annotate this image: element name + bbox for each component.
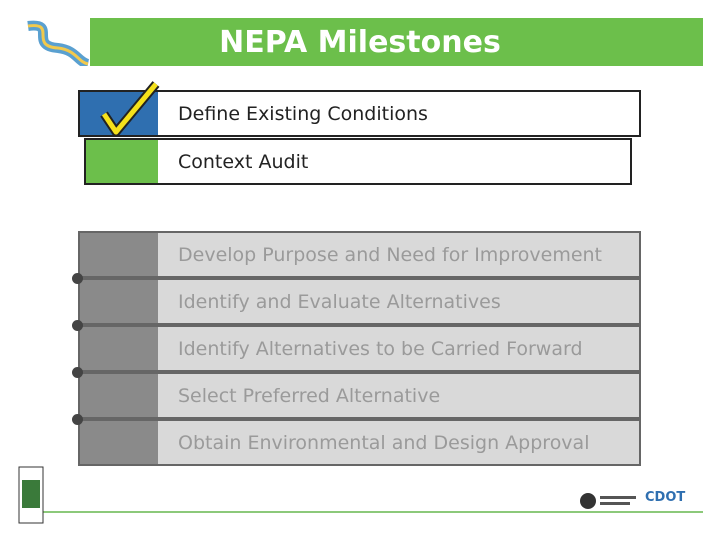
milestone-label: Select Preferred Alternative: [178, 384, 441, 407]
milestone-row: Develop Purpose and Need for Improvement: [78, 231, 641, 278]
status-cell: [80, 421, 158, 464]
milestone-label: Context Audit: [178, 150, 309, 173]
status-cell: [80, 374, 158, 417]
milestone-label: Develop Purpose and Need for Improvement: [178, 243, 603, 266]
milestone-row: Identify Alternatives to be Carried Forw…: [78, 325, 641, 372]
timeline-dot: [72, 320, 83, 331]
header-bar: [18, 18, 703, 66]
title: NEPA Milestones: [219, 25, 501, 60]
milestone-label: Obtain Environmental and Design Approval: [178, 431, 590, 454]
footer-logo-text: CDOT: [645, 490, 686, 505]
milestone-label: Define Existing Conditions: [178, 102, 428, 125]
milestone-row: Select Preferred Alternative: [78, 372, 641, 419]
status-cell: [80, 233, 158, 276]
status-cell: [86, 140, 158, 183]
timeline-dot: [72, 367, 83, 378]
timeline-dot: [72, 273, 83, 284]
status-cell: [80, 327, 158, 370]
status-cell: [80, 280, 158, 323]
milestone-label: Identify Alternatives to be Carried Forw…: [178, 337, 583, 360]
milestone-row: Obtain Environmental and Design Approval: [78, 419, 641, 466]
footer-logo-idot: [580, 493, 636, 509]
footer-logo-left: [18, 466, 44, 524]
milestone-label: Identify and Evaluate Alternatives: [178, 290, 501, 313]
milestone-row: Context Audit: [84, 138, 632, 185]
milestone-row: Identify and Evaluate Alternatives: [78, 278, 641, 325]
footer-line: [40, 511, 703, 513]
checkmark: [100, 81, 160, 137]
timeline-dot: [72, 414, 83, 425]
logo: [18, 18, 90, 66]
